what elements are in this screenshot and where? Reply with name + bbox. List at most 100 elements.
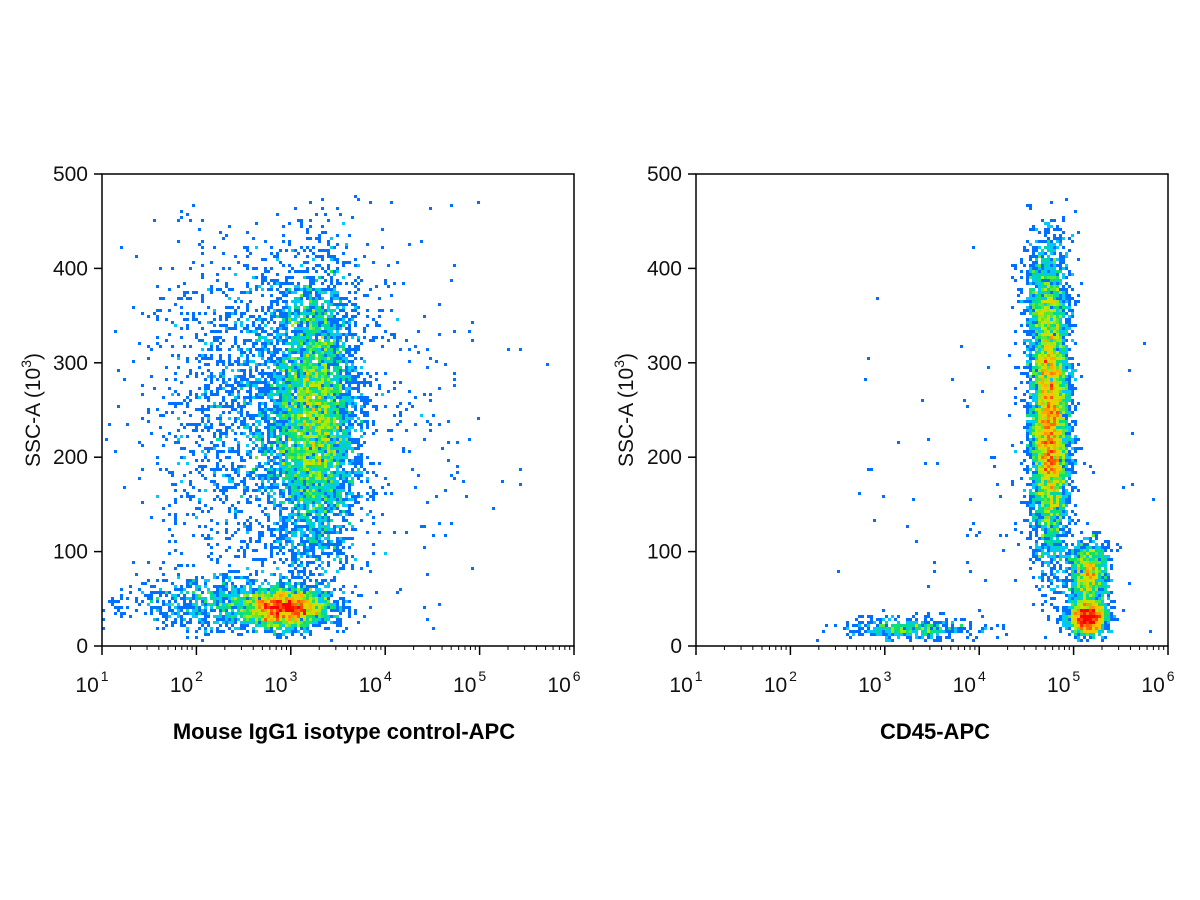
event-bin [324, 300, 327, 303]
event-bin [324, 489, 327, 492]
event-bin [285, 603, 288, 606]
event-bin [270, 360, 273, 363]
event-bin [267, 420, 270, 423]
event-bin [1020, 300, 1023, 303]
event-bin [300, 327, 303, 330]
event-bin [285, 357, 288, 360]
event-bin [324, 552, 327, 555]
event-bin [258, 504, 261, 507]
event-bin [339, 372, 342, 375]
event-bin [255, 465, 258, 468]
event-bin [270, 294, 273, 297]
event-bin [276, 591, 279, 594]
event-bin [120, 588, 123, 591]
event-bin [252, 612, 255, 615]
event-bin [201, 576, 204, 579]
event-bin [321, 429, 324, 432]
event-bin [1062, 246, 1065, 249]
event-bin [258, 486, 261, 489]
event-bin [1053, 300, 1056, 303]
event-bin [327, 396, 330, 399]
event-bin [312, 480, 315, 483]
event-bin [300, 354, 303, 357]
event-bin [309, 348, 312, 351]
event-bin [330, 396, 333, 399]
event-bin [258, 522, 261, 525]
event-bin [330, 360, 333, 363]
event-bin [240, 615, 243, 618]
event-bin [300, 387, 303, 390]
event-bin [225, 495, 228, 498]
event-bin [270, 423, 273, 426]
event-bin [255, 396, 258, 399]
event-bin [1047, 255, 1050, 258]
event-bin [312, 507, 315, 510]
event-bin [366, 531, 369, 534]
event-bin [342, 606, 345, 609]
event-bin [210, 528, 213, 531]
event-bin [162, 591, 165, 594]
event-bin [297, 564, 300, 567]
event-bin [324, 597, 327, 600]
event-bin [228, 315, 231, 318]
event-bin [1047, 288, 1050, 291]
event-bin [309, 471, 312, 474]
event-bin [255, 615, 258, 618]
event-bin [1032, 255, 1035, 258]
event-bin [342, 378, 345, 381]
event-bin [342, 564, 345, 567]
event-bin [195, 636, 198, 639]
event-bin [255, 603, 258, 606]
event-bin [342, 222, 345, 225]
event-bin [288, 609, 291, 612]
event-bin [288, 435, 291, 438]
event-bin [153, 606, 156, 609]
event-bin [291, 534, 294, 537]
event-bin [333, 285, 336, 288]
event-bin [279, 426, 282, 429]
event-bin [1056, 300, 1059, 303]
event-bin [321, 282, 324, 285]
event-bin [279, 321, 282, 324]
event-bin [267, 321, 270, 324]
event-bin [309, 387, 312, 390]
event-bin [321, 456, 324, 459]
event-bin [351, 480, 354, 483]
event-bin [291, 423, 294, 426]
event-bin [102, 609, 105, 612]
event-bin [165, 618, 168, 621]
event-bin [189, 483, 192, 486]
event-bin [312, 525, 315, 528]
event-bin [300, 444, 303, 447]
event-bin [267, 447, 270, 450]
event-bin [342, 453, 345, 456]
event-bin [342, 321, 345, 324]
event-bin [246, 327, 249, 330]
event-bin [267, 477, 270, 480]
event-bin [240, 381, 243, 384]
event-bin [321, 420, 324, 423]
event-bin [297, 612, 300, 615]
event-bin [324, 537, 327, 540]
event-bin [291, 366, 294, 369]
event-bin [210, 597, 213, 600]
event-bin [252, 441, 255, 444]
event-bin [315, 345, 318, 348]
event-bin [327, 327, 330, 330]
event-bin [438, 423, 441, 426]
event-bin [351, 315, 354, 318]
event-bin [240, 291, 243, 294]
event-bin [234, 612, 237, 615]
event-bin [285, 417, 288, 420]
event-bin [315, 279, 318, 282]
event-bin [315, 618, 318, 621]
event-bin [291, 453, 294, 456]
event-bin [285, 423, 288, 426]
event-bin [288, 384, 291, 387]
event-bin [411, 405, 414, 408]
event-bin [309, 366, 312, 369]
event-bin [327, 492, 330, 495]
event-bin [207, 633, 210, 636]
event-bin [1041, 219, 1044, 222]
event-bin [309, 555, 312, 558]
